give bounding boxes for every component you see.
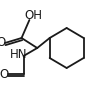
Text: HN: HN [9,48,27,61]
Text: OH: OH [24,9,42,22]
Text: O: O [0,68,9,81]
Text: O: O [0,36,6,49]
